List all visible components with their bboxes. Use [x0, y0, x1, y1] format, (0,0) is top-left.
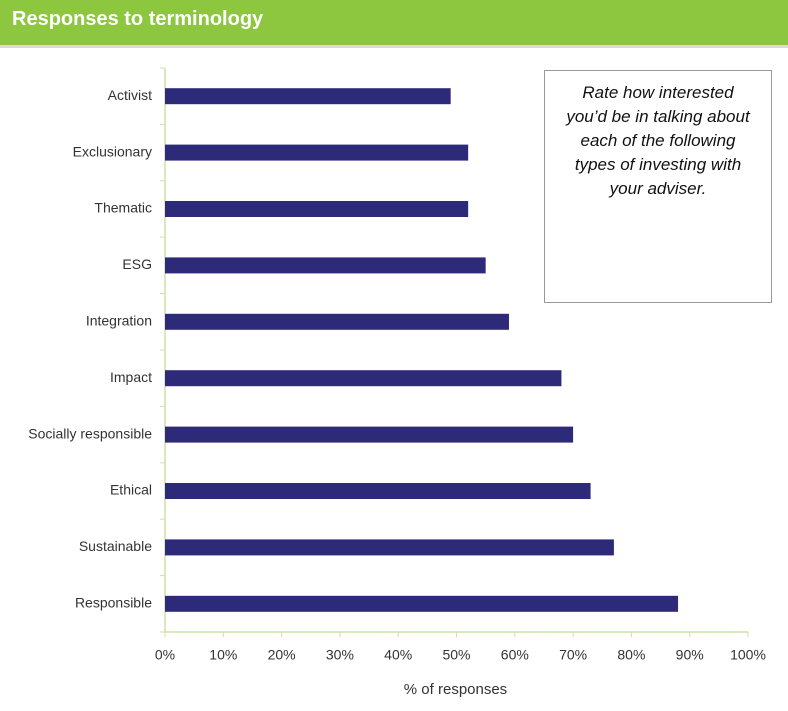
x-tick-label: 60%: [501, 647, 529, 663]
y-tick-label: ESG: [122, 256, 152, 272]
y-tick-label: Sustainable: [79, 538, 152, 554]
bar: [165, 483, 591, 499]
x-tick-label: 100%: [730, 647, 766, 663]
y-tick-label: Thematic: [94, 200, 152, 216]
bar: [165, 144, 469, 161]
bar: [165, 88, 451, 105]
y-tick-label: Ethical: [110, 482, 152, 498]
header: Responses to terminology: [0, 0, 788, 48]
x-tick-label: 70%: [559, 647, 587, 663]
x-tick-label: 0%: [155, 647, 175, 663]
x-axis-label: % of responses: [404, 681, 507, 698]
annotation: Rate how interested you’d be in talking …: [544, 70, 772, 303]
bar: [165, 539, 614, 556]
bar: [165, 595, 679, 612]
x-tick-label: 10%: [209, 647, 237, 663]
bar: [165, 201, 469, 217]
y-tick-label: Activist: [108, 87, 152, 103]
bar: [165, 257, 486, 274]
x-tick-label: 20%: [268, 647, 296, 663]
chart-title: Responses to terminology: [12, 8, 264, 30]
bar: [165, 313, 509, 330]
y-tick-label: Socially responsible: [28, 425, 152, 441]
y-tick-label: Exclusionary: [73, 143, 152, 159]
y-tick-label: Integration: [86, 313, 152, 329]
bar: [165, 370, 562, 387]
x-tick-label: 50%: [442, 647, 470, 663]
x-tick-label: 40%: [384, 647, 412, 663]
x-tick-label: 90%: [676, 647, 704, 663]
y-tick-label: Impact: [110, 369, 152, 385]
x-tick-label: 80%: [617, 647, 645, 663]
bar: [165, 426, 574, 443]
y-tick-label: Responsible: [75, 595, 152, 611]
x-tick-label: 30%: [326, 647, 354, 663]
